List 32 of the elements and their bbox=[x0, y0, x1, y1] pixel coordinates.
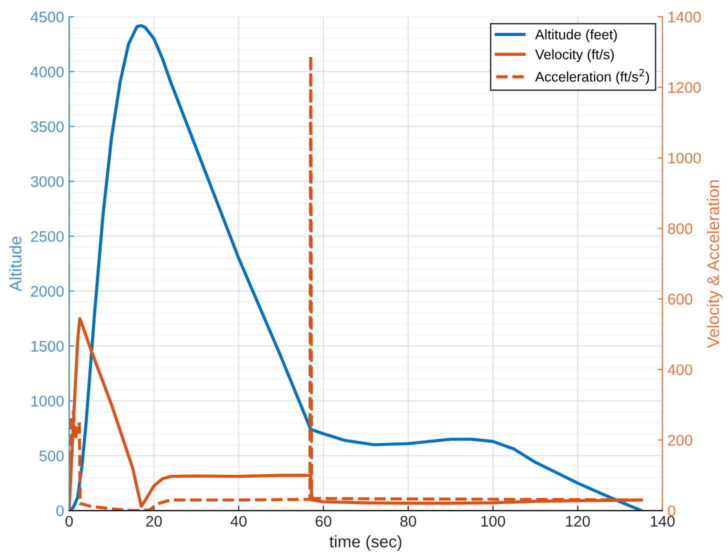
y-tick-label: 4000 bbox=[30, 66, 64, 78]
y2-tick-label: 200 bbox=[668, 434, 692, 446]
y-tick-label: 4500 bbox=[30, 12, 64, 22]
y2-tick-label: 0 bbox=[668, 505, 676, 516]
y2-tick-label: 1400 bbox=[668, 12, 701, 22]
x-tick-label: 40 bbox=[230, 516, 247, 527]
x-tick-label: 120 bbox=[566, 516, 590, 527]
y-tick-label: 500 bbox=[39, 450, 64, 462]
y-tick-label: 0 bbox=[56, 505, 64, 516]
x-tick-label: 60 bbox=[316, 516, 332, 527]
x-tick-label: 20 bbox=[146, 516, 162, 527]
y-tick-label: 2500 bbox=[31, 231, 64, 242]
y2-tick-label: 1200 bbox=[668, 82, 701, 93]
x-tick-label: 80 bbox=[400, 516, 416, 527]
y2-axis-title: Velocity & Acceleration bbox=[706, 180, 722, 348]
x-axis-title: time (sec) bbox=[330, 535, 402, 551]
y-tick-label: 3500 bbox=[30, 121, 64, 132]
y-tick-label: 1000 bbox=[31, 396, 64, 407]
y-tick-label: 1500 bbox=[31, 340, 64, 352]
legend-label: Velocity (ft/s) bbox=[535, 49, 614, 62]
legend-label: Acceleration (ft/s$^{2}$) bbox=[535, 69, 650, 84]
y-axis-title: Altitude bbox=[9, 236, 22, 292]
y2-tick-label: 400 bbox=[668, 364, 692, 376]
y-tick-label: 3000 bbox=[30, 176, 64, 188]
legend-label: Altitude (feet) bbox=[535, 29, 617, 42]
x-tick-label: 100 bbox=[481, 516, 506, 527]
y-tick-label: 2000 bbox=[31, 286, 64, 297]
x-tick-label: 140 bbox=[650, 516, 675, 527]
x-tick-label: 0 bbox=[66, 516, 73, 527]
y2-tick-label: 600 bbox=[668, 294, 692, 305]
y2-tick-label: 800 bbox=[668, 223, 692, 234]
y2-tick-label: 1000 bbox=[668, 152, 701, 164]
